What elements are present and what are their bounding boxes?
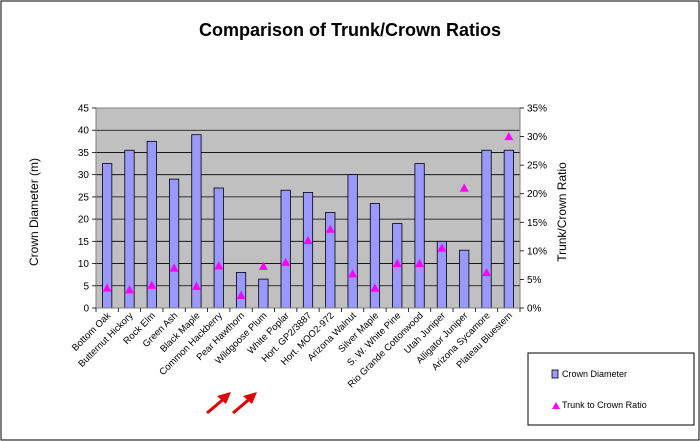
marker-series [102,132,514,300]
bar [213,187,224,309]
left-tick-label: 20 [78,215,90,226]
right-tick-label: 35% [527,104,547,115]
ratio-marker [102,283,112,292]
legend-box [527,352,695,426]
right-axis: 0% 5% 10% 15% 20% 25% 30% 35% [520,104,547,315]
ratio-marker [459,183,469,192]
bar [235,272,247,309]
ratio-marker [169,263,179,272]
ratio-marker [504,132,514,141]
ratio-marker [191,281,201,290]
ratio-marker [348,269,358,278]
bar [258,278,269,309]
left-tick-label: 10 [78,259,90,270]
bar [347,174,358,309]
ratio-marker [236,290,246,300]
left-tick-label: 5 [83,281,89,292]
y-axis-label-right: Trunk/Crown Ratio [555,162,569,262]
bar [302,192,314,309]
bar [169,178,180,309]
ratio-marker [124,285,134,294]
ratio-marker [325,224,335,233]
bar [414,163,425,309]
bar [280,189,291,309]
left-axis: 0 5 10 15 20 25 30 35 40 45 [78,104,96,315]
ratio-marker [147,280,157,289]
ratio-marker [214,261,224,270]
right-tick-label: 0% [527,304,542,315]
bar [459,249,470,309]
bar [503,149,514,309]
ratio-marker [370,283,380,292]
left-tick-label: 30 [78,170,90,181]
red-arrow-icon [206,392,231,415]
red-arrow-icons [206,392,257,415]
right-tick-label: 25% [527,161,547,172]
ratio-marker [281,257,291,266]
legend-bar-swatch [551,369,559,379]
bar [369,203,381,309]
left-tick-label: 15 [78,237,90,248]
left-tick-label: 35 [78,148,90,159]
bar [124,149,135,309]
right-tick-label: 15% [527,218,547,229]
right-tick-label: 20% [527,189,547,200]
ratio-marker [258,261,268,270]
ratio-marker [415,258,425,268]
right-tick-label: 30% [527,132,547,143]
left-tick-label: 40 [78,126,90,137]
legend: Crown Diameter Trunk to Crown Ratio [527,352,695,426]
red-arrow-icon [232,392,257,415]
legend-label-trunk-crown-ratio: Trunk to Crown Ratio [562,400,647,410]
right-tick-label: 10% [527,246,547,257]
ratio-marker [392,258,402,268]
left-tick-label: 45 [78,104,90,115]
plot-area [95,107,521,309]
ratio-marker [437,243,447,252]
right-tick-label: 5% [527,275,542,286]
bar [481,149,492,309]
legend-marker-swatch [552,402,560,409]
plot-frame [95,107,521,309]
chart-title: Comparison of Trunk/Crown Ratios [199,20,501,40]
legend-label-crown-diameter: Crown Diameter [562,369,627,379]
y-axis-label-left: Crown Diameter (m) [27,158,41,266]
ratio-marker [303,236,313,245]
ratio-marker [482,268,492,277]
left-tick-label: 25 [78,192,90,203]
left-tick-label: 0 [83,304,89,315]
